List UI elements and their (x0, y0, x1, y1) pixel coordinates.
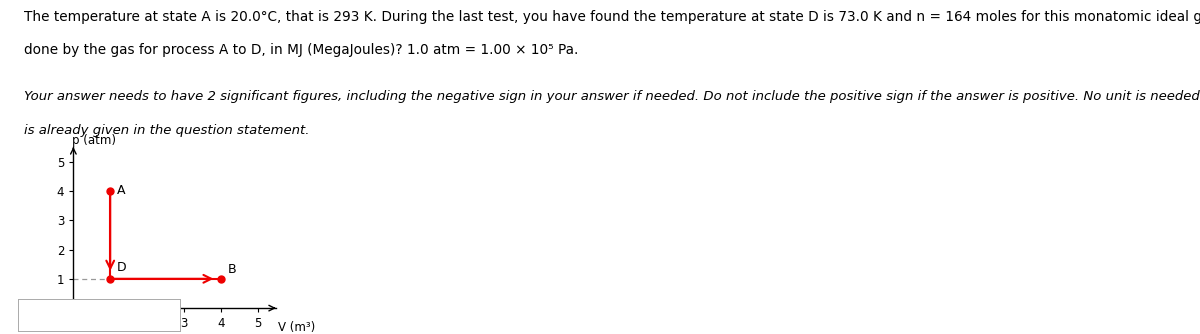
Text: D: D (116, 262, 126, 275)
Text: O: O (62, 314, 72, 327)
Text: is already given in the question statement.: is already given in the question stateme… (24, 124, 310, 137)
Text: B: B (227, 263, 236, 276)
Text: Your answer needs to have 2 significant figures, including the negative sign in : Your answer needs to have 2 significant … (24, 90, 1200, 103)
Text: A: A (116, 184, 125, 197)
Text: p (atm): p (atm) (72, 134, 115, 147)
Text: The temperature at state A is 20.0°C, that is 293 K. During the last test, you h: The temperature at state A is 20.0°C, th… (24, 10, 1200, 24)
Text: done by the gas for process A to D, in MJ (MegaJoules)? 1.0 atm = 1.00 × 10⁵ Pa.: done by the gas for process A to D, in M… (24, 43, 578, 57)
X-axis label: V (m³): V (m³) (278, 321, 316, 334)
